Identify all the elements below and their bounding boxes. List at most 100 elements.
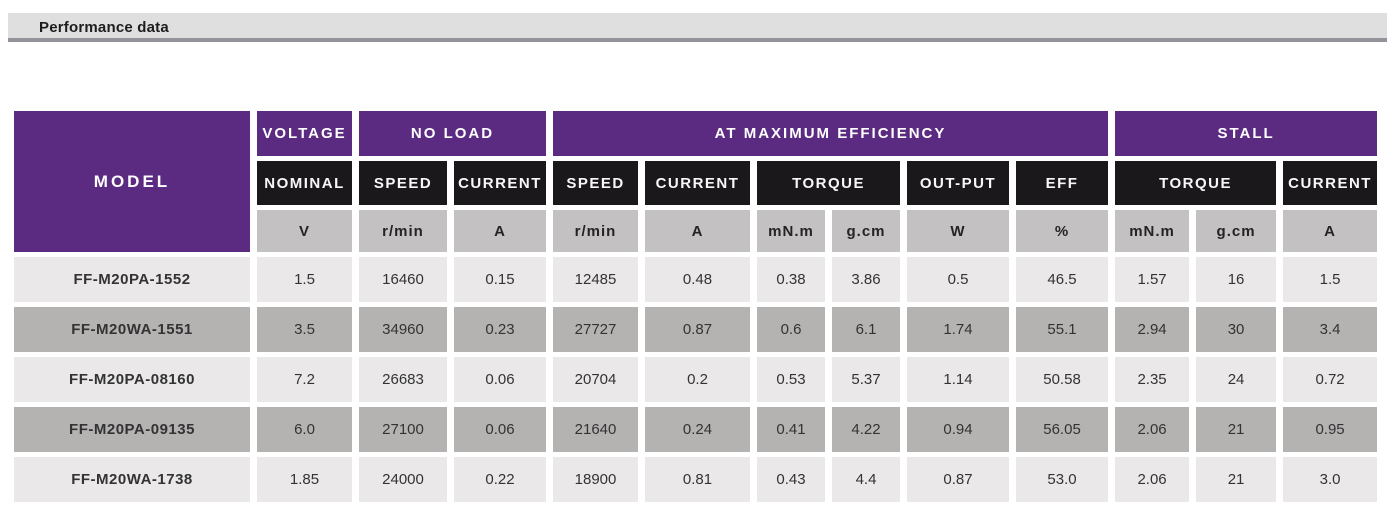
data-cell: 55.1	[1016, 307, 1109, 352]
subheader-stall-current: CURRENT	[1283, 161, 1378, 205]
subheader-noload-current: CURRENT	[454, 161, 547, 205]
data-cell: 4.4	[832, 457, 901, 502]
unit-maxeff-rpm: r/min	[553, 210, 639, 252]
subheader-nominal: NOMINAL	[257, 161, 352, 205]
data-cell: 24	[1196, 357, 1277, 402]
data-cell: 6.0	[257, 407, 352, 452]
data-cell: 3.4	[1283, 307, 1378, 352]
data-cell: 0.81	[645, 457, 751, 502]
data-cell: 18900	[553, 457, 639, 502]
data-cell: 0.87	[645, 307, 751, 352]
data-cell: 27727	[553, 307, 639, 352]
sub-header-row: NOMINAL SPEED CURRENT SPEED CURRENT TORQ…	[14, 161, 1378, 205]
data-cell: 0.38	[757, 257, 826, 302]
unit-maxeff-amp: A	[645, 210, 751, 252]
units-row: V r/min A r/min A mN.m g.cm W % mN.m g.c…	[14, 210, 1378, 252]
data-cell: 0.87	[907, 457, 1010, 502]
unit-noload-amp: A	[454, 210, 547, 252]
table-row: FF-M20WA-1551 3.5 34960 0.23 27727 0.87 …	[14, 307, 1378, 352]
data-cell: 53.0	[1016, 457, 1109, 502]
data-cell: 0.2	[645, 357, 751, 402]
data-cell: 16460	[359, 257, 447, 302]
unit-noload-rpm: r/min	[359, 210, 447, 252]
col-group-stall: STALL	[1115, 111, 1378, 156]
data-cell: 27100	[359, 407, 447, 452]
table-row: FF-M20WA-1738 1.85 24000 0.22 18900 0.81…	[14, 457, 1378, 502]
data-cell: 3.0	[1283, 457, 1378, 502]
unit-maxeff-gcm: g.cm	[832, 210, 901, 252]
subheader-maxeff-torque: TORQUE	[757, 161, 901, 205]
data-cell: 24000	[359, 457, 447, 502]
subheader-stall-torque: TORQUE	[1115, 161, 1277, 205]
data-cell: 0.5	[907, 257, 1010, 302]
data-cell: 5.37	[832, 357, 901, 402]
col-group-at-maximum-efficiency: AT MAXIMUM EFFICIENCY	[553, 111, 1109, 156]
data-cell: 21	[1196, 407, 1277, 452]
subheader-noload-speed: SPEED	[359, 161, 447, 205]
col-group-voltage: VOLTAGE	[257, 111, 352, 156]
data-cell: 34960	[359, 307, 447, 352]
unit-watt: W	[907, 210, 1010, 252]
col-group-no-load: NO LOAD	[359, 111, 547, 156]
data-cell: 1.74	[907, 307, 1010, 352]
data-cell: 2.06	[1115, 407, 1190, 452]
data-cell: 3.5	[257, 307, 352, 352]
data-cell: 6.1	[832, 307, 901, 352]
data-cell: 7.2	[257, 357, 352, 402]
subheader-maxeff-speed: SPEED	[553, 161, 639, 205]
performance-table: MODEL VOLTAGE NO LOAD AT MAXIMUM EFFICIE…	[7, 106, 1384, 507]
section-title: Performance data	[39, 19, 169, 36]
model-cell: FF-M20PA-08160	[14, 357, 250, 402]
data-cell: 0.6	[757, 307, 826, 352]
section-header-bar: Performance data	[8, 13, 1387, 42]
data-cell: 26683	[359, 357, 447, 402]
subheader-maxeff-current: CURRENT	[645, 161, 751, 205]
data-cell: 1.14	[907, 357, 1010, 402]
data-cell: 1.57	[1115, 257, 1190, 302]
data-cell: 0.22	[454, 457, 547, 502]
unit-maxeff-mnm: mN.m	[757, 210, 826, 252]
data-cell: 0.41	[757, 407, 826, 452]
data-cell: 2.06	[1115, 457, 1190, 502]
data-cell: 1.5	[257, 257, 352, 302]
table-row: FF-M20PA-09135 6.0 27100 0.06 21640 0.24…	[14, 407, 1378, 452]
subheader-eff: EFF	[1016, 161, 1109, 205]
data-cell: 1.5	[1283, 257, 1378, 302]
data-cell: 0.48	[645, 257, 751, 302]
data-cell: 0.24	[645, 407, 751, 452]
data-cell: 30	[1196, 307, 1277, 352]
model-column-header: MODEL	[14, 111, 250, 252]
data-cell: 21640	[553, 407, 639, 452]
data-cell: 56.05	[1016, 407, 1109, 452]
unit-stall-amp: A	[1283, 210, 1378, 252]
unit-stall-gcm: g.cm	[1196, 210, 1277, 252]
unit-stall-mnm: mN.m	[1115, 210, 1190, 252]
data-cell: 2.35	[1115, 357, 1190, 402]
data-cell: 50.58	[1016, 357, 1109, 402]
data-cell: 0.06	[454, 357, 547, 402]
data-cell: 0.95	[1283, 407, 1378, 452]
data-cell: 12485	[553, 257, 639, 302]
data-cell: 20704	[553, 357, 639, 402]
data-cell: 0.53	[757, 357, 826, 402]
data-cell: 3.86	[832, 257, 901, 302]
data-cell: 21	[1196, 457, 1277, 502]
data-cell: 0.06	[454, 407, 547, 452]
data-cell: 2.94	[1115, 307, 1190, 352]
unit-percent: %	[1016, 210, 1109, 252]
data-cell: 0.43	[757, 457, 826, 502]
table-row: FF-M20PA-08160 7.2 26683 0.06 20704 0.2 …	[14, 357, 1378, 402]
model-cell: FF-M20WA-1738	[14, 457, 250, 502]
data-cell: 46.5	[1016, 257, 1109, 302]
data-cell: 0.72	[1283, 357, 1378, 402]
table-row: FF-M20PA-1552 1.5 16460 0.15 12485 0.48 …	[14, 257, 1378, 302]
data-cell: 0.23	[454, 307, 547, 352]
data-cell: 0.94	[907, 407, 1010, 452]
model-cell: FF-M20PA-1552	[14, 257, 250, 302]
data-cell: 16	[1196, 257, 1277, 302]
model-cell: FF-M20PA-09135	[14, 407, 250, 452]
data-cell: 0.15	[454, 257, 547, 302]
unit-volt: V	[257, 210, 352, 252]
data-cell: 1.85	[257, 457, 352, 502]
group-header-row: MODEL VOLTAGE NO LOAD AT MAXIMUM EFFICIE…	[14, 111, 1378, 252]
